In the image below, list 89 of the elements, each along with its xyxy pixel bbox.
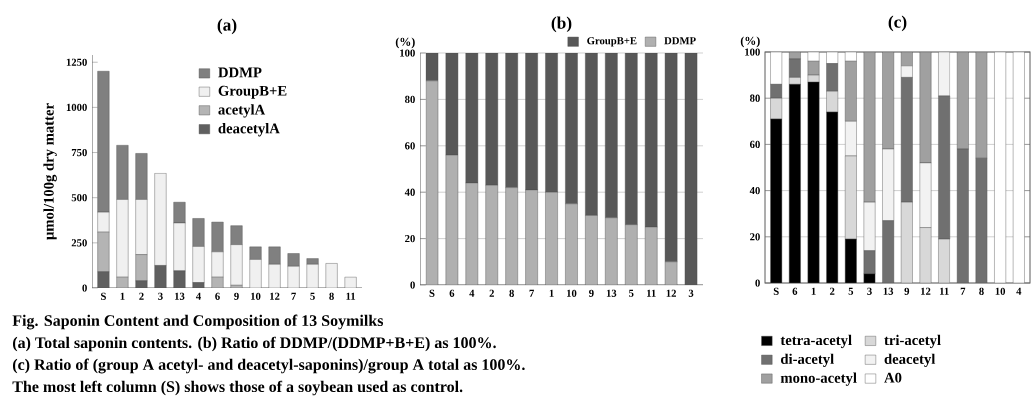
y-tick-label: 100 [745, 48, 760, 56]
x-tick-label: 12 [270, 292, 280, 300]
y-tick-label: 0 [410, 281, 415, 289]
x-tick-label: 1 [120, 292, 125, 300]
legend-label: deacetyl [884, 353, 936, 367]
x-tick-label: S [101, 292, 106, 300]
bar [344, 276, 357, 288]
x-tick-label: 3 [867, 287, 872, 295]
x-tick-label: 12 [666, 289, 676, 297]
y-tick-label: 20 [750, 233, 760, 241]
x-tick-label: 11 [346, 292, 356, 300]
legend-label: GroupB+E [218, 85, 287, 99]
x-tick-label: 3 [688, 289, 694, 297]
x-tick-label: 3 [158, 292, 163, 300]
x-tick-label: 6 [449, 289, 455, 297]
y-tick-label: 750 [71, 148, 87, 157]
chart-title: (c) [888, 15, 907, 32]
x-tick-label: 13 [175, 292, 185, 300]
bar [1012, 52, 1025, 283]
bar [863, 250, 876, 274]
text: (a) Total saponin contents. (b) Ratio of DDMP/(DDMP+B+E) as 100%. [12, 336, 496, 352]
legend-label: mono-acetyl [780, 372, 857, 386]
x-tick-label: 11 [939, 287, 949, 295]
x-tick-label: 10 [567, 289, 577, 297]
y-tick-label: 1250 [66, 58, 87, 66]
text: The most left column (S) shows those of a soybean used as control. [12, 380, 463, 396]
x-tick-label: 2 [489, 289, 494, 297]
y-axis-title: (%) [395, 37, 415, 49]
x-tick-label: 4 [195, 292, 201, 300]
x-tick-label: 1 [811, 287, 816, 295]
y-tick-label: 40 [749, 187, 760, 195]
x-tick-label: 8 [329, 292, 334, 300]
x-tick-label: 5 [310, 292, 315, 300]
y-tick-label: 60 [404, 142, 415, 150]
legend-label: DDMP [664, 37, 696, 45]
y-tick-label: 20 [405, 235, 415, 243]
legend-label: deacetylA [218, 123, 280, 137]
x-tick-label: 9 [904, 287, 910, 295]
x-tick-label: S [429, 289, 435, 297]
x-tick-label: S [773, 287, 779, 295]
y-tick-label: 0 [755, 279, 760, 287]
x-tick-label: 9 [234, 292, 239, 300]
x-tick-label: 9 [589, 289, 594, 297]
y-axis-title: (%) [740, 36, 760, 48]
x-tick-label: 13 [606, 289, 617, 297]
x-tick-label: 12 [921, 287, 931, 295]
bar [807, 81, 820, 283]
x-tick-label: 6 [792, 287, 798, 295]
x-tick-label: 7 [529, 289, 535, 297]
x-tick-label: 10 [251, 292, 261, 300]
x-tick-label: 7 [291, 292, 296, 300]
x-tick-label: 10 [995, 287, 1006, 295]
y-axis-title: μmol/100g dry matter [43, 103, 57, 240]
y-tick-label: 40 [404, 188, 415, 196]
y-tick-label: 80 [749, 94, 760, 102]
legend-label: di-acetyl [780, 353, 834, 367]
x-tick-label: 11 [647, 289, 656, 297]
y-tick-label: 250 [71, 239, 87, 247]
bar [919, 227, 932, 283]
legend-label: A0 [884, 372, 902, 383]
x-tick-label: 8 [509, 289, 514, 297]
legend-label: acetylA [218, 104, 266, 118]
x-tick-label: 2 [139, 292, 144, 300]
legend-label: DDMP [218, 67, 262, 78]
text: Fig. Saponin Content and Composition of 13 Soymilks [12, 314, 384, 330]
bar [994, 52, 1007, 283]
y-tick-label: 1000 [66, 103, 87, 111]
x-tick-label: 5 [629, 289, 634, 297]
x-tick-label: 6 [215, 292, 220, 300]
x-tick-label: 7 [960, 287, 966, 295]
y-tick-label: 0 [82, 284, 87, 292]
legend-label: tetra-acetyl [780, 334, 852, 349]
x-tick-label: 8 [979, 287, 984, 295]
y-tick-label: 80 [404, 95, 415, 103]
x-tick-label: 4 [1016, 287, 1022, 295]
y-tick-label: 60 [749, 140, 760, 148]
legend-label: GroupB+E [587, 37, 637, 47]
y-tick-label: 100 [400, 49, 415, 57]
x-tick-label: 13 [883, 287, 894, 295]
x-tick-label: 5 [848, 287, 854, 295]
chart-title: (b) [551, 16, 572, 33]
chart-title: (a) [217, 18, 237, 35]
text: (c) Ratio of (group A acetyl- and deacetyl-saponins)/group A total as 100%. [12, 358, 525, 374]
x-tick-label: 1 [549, 289, 554, 297]
y-tick-label: 500 [71, 194, 87, 202]
x-tick-label: 4 [469, 289, 475, 297]
legend-label: tri-acetyl [884, 334, 941, 349]
bar [325, 263, 338, 288]
x-tick-label: 2 [829, 287, 835, 295]
